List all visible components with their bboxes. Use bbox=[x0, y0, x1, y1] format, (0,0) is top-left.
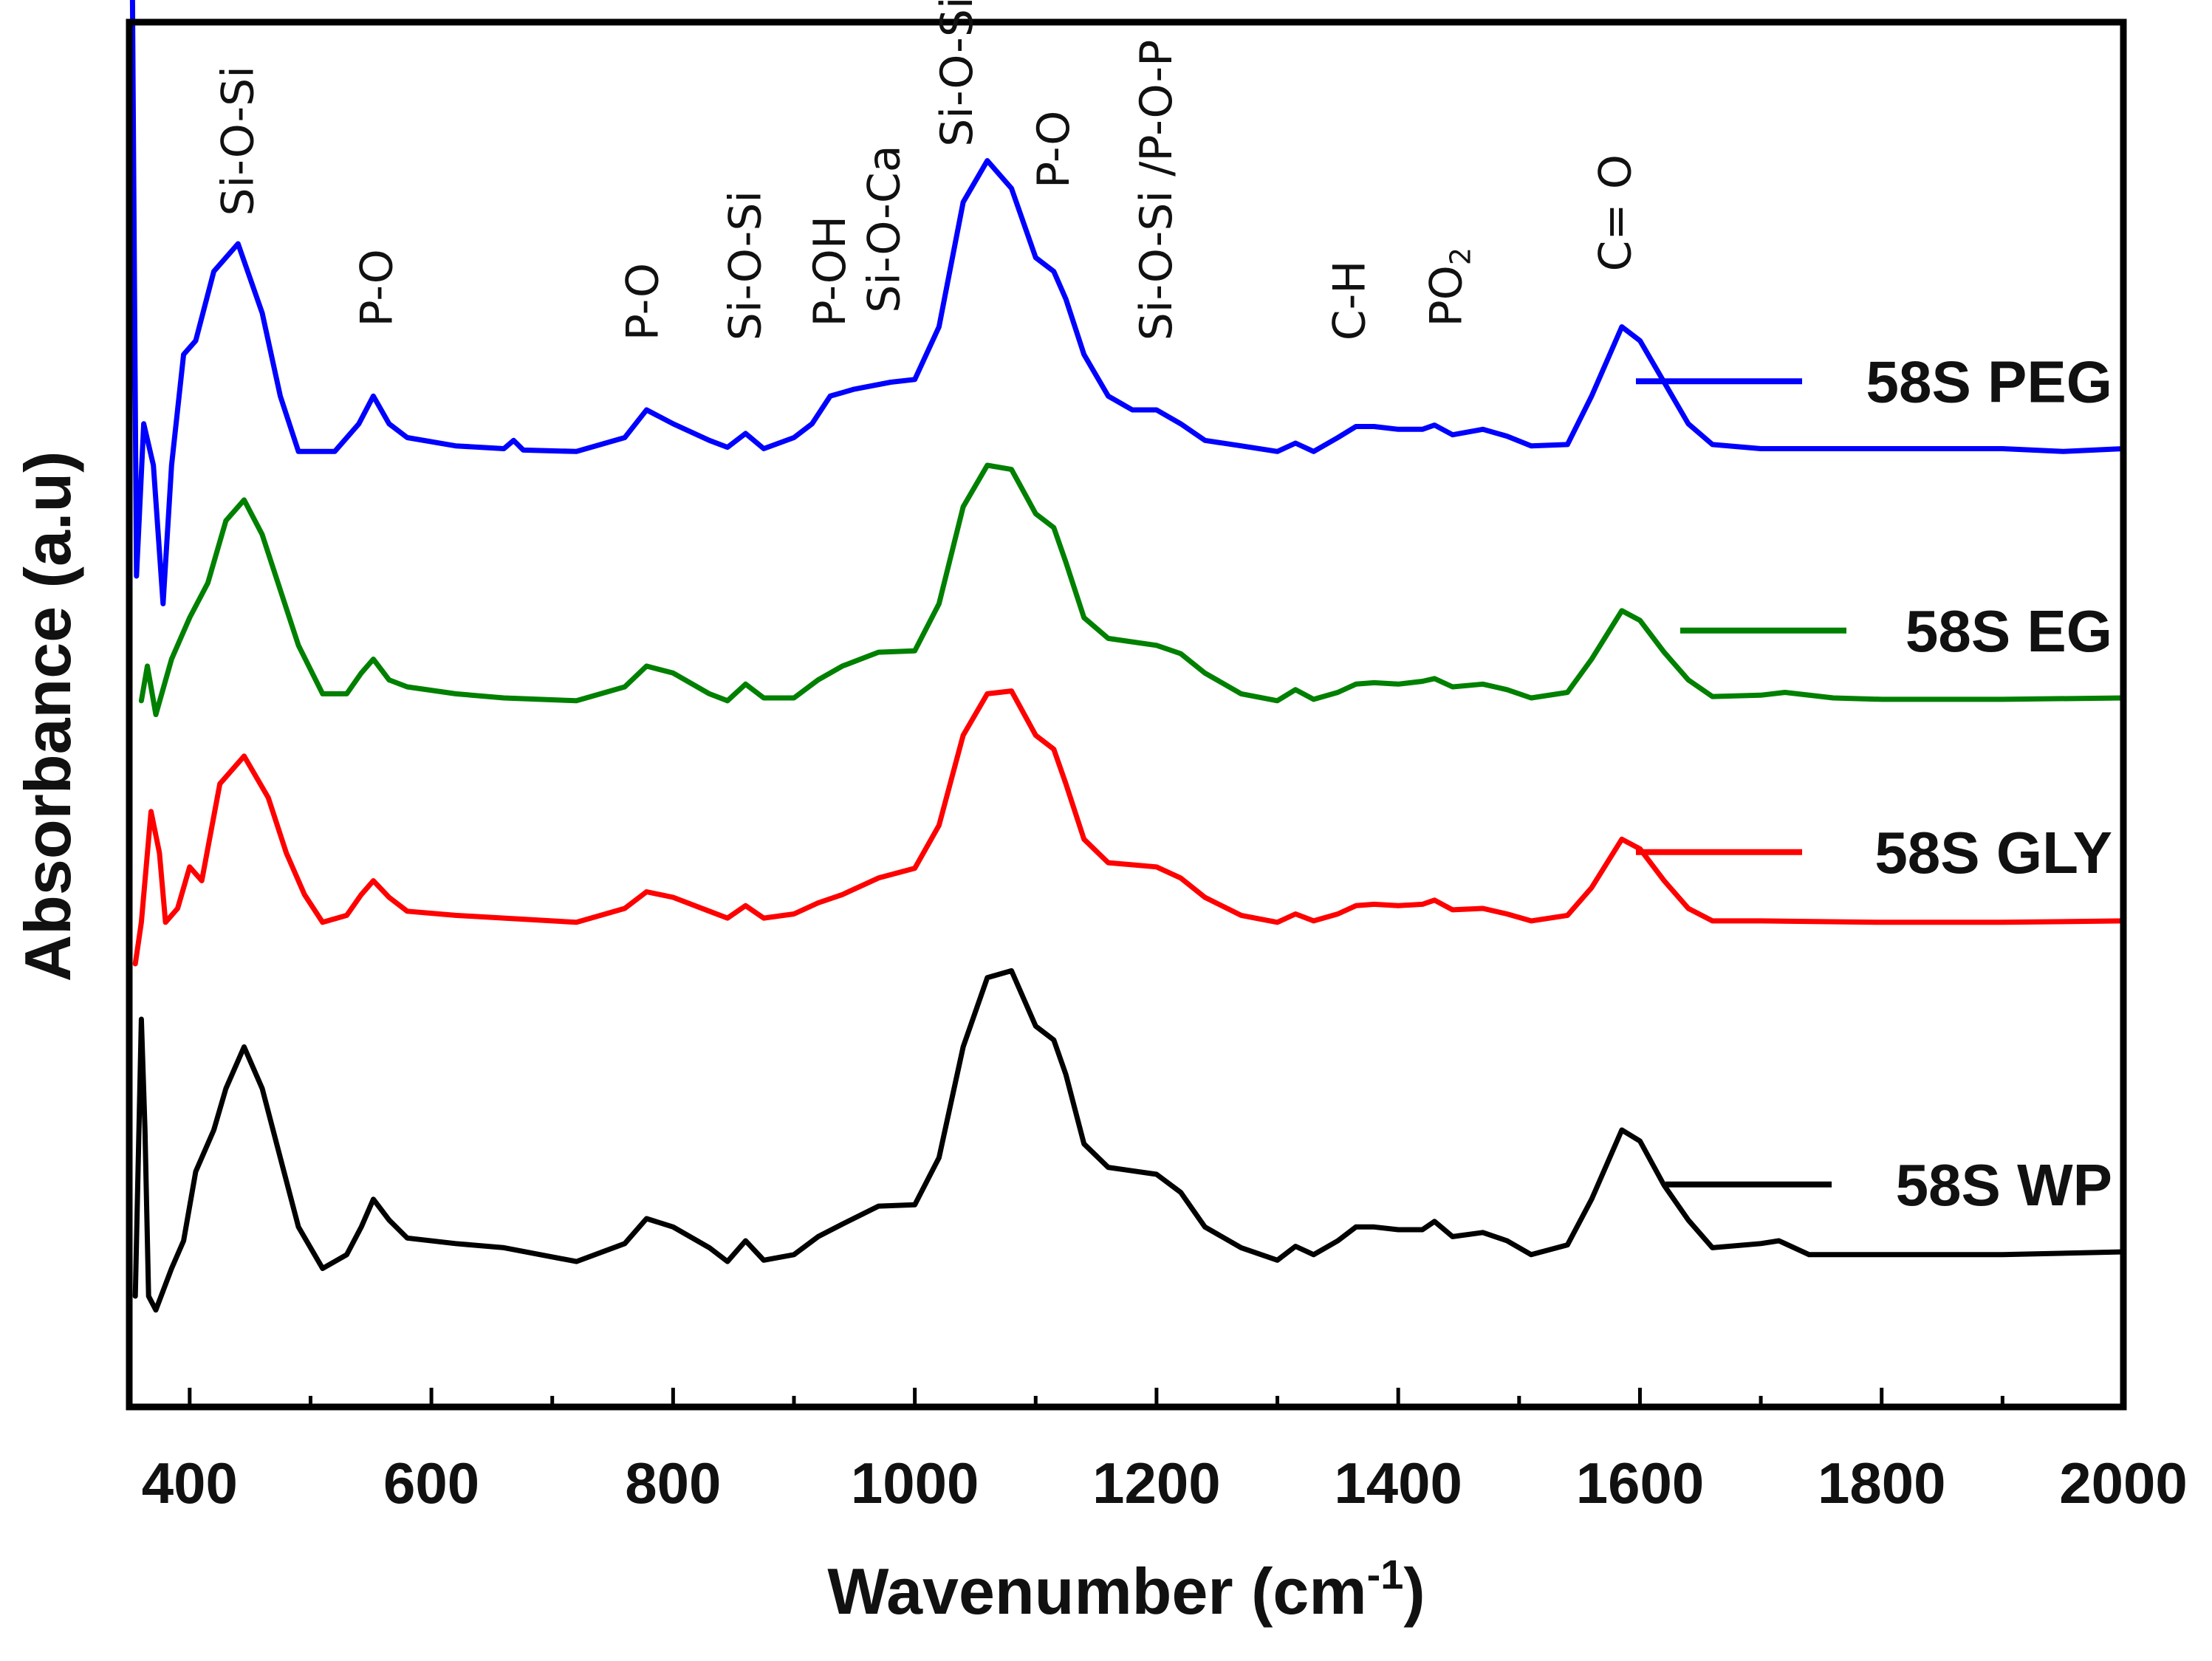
peak-annotation: C= O bbox=[1590, 154, 1642, 271]
peak-annotations: Si-O-Si P-O P-O Si-O-Si P-OH Si-O-Ca Si-O-Si P-… bbox=[212, 0, 1641, 340]
x-tick-label: 1800 bbox=[1818, 1451, 1946, 1516]
x-tick-label: 1600 bbox=[1576, 1451, 1705, 1516]
peak-annotation: PO2 bbox=[1421, 247, 1477, 327]
x-tick-label: 2000 bbox=[2059, 1451, 2188, 1516]
peak-annotation: Si-O-Si bbox=[212, 66, 264, 216]
legend-label-2: 58S GLY bbox=[1874, 820, 2112, 886]
legend-label-0: 58S PEG bbox=[1866, 349, 2112, 414]
peak-annotation: Si-O-Si bbox=[720, 191, 772, 340]
peak-annotation: Si-O-Ca bbox=[859, 145, 911, 313]
y-axis-title: Absorbance (a.u) bbox=[11, 451, 84, 982]
legend-label-1: 58S EG bbox=[1905, 598, 2112, 664]
series-line-0 bbox=[129, 0, 2126, 606]
x-tick-label: 1400 bbox=[1334, 1451, 1462, 1516]
peak-annotation: P-OH bbox=[804, 216, 856, 327]
x-axis-ticks: 400 600 800 1000 1200 1400 1600 1800 2000 bbox=[142, 1388, 2188, 1516]
peak-annotation: C-H bbox=[1324, 261, 1376, 341]
legend: 58S PEG 58S EG 58S GLY 58S WP bbox=[1636, 349, 2112, 1218]
peak-annotation: Si-O-Si /P-O-P bbox=[1131, 40, 1182, 341]
plot-frame bbox=[126, 18, 2127, 1411]
x-axis-unit: cm bbox=[1273, 1555, 1366, 1628]
x-tick-label: 1200 bbox=[1092, 1451, 1221, 1516]
x-axis-unit-exponent: -1 bbox=[1367, 1551, 1404, 1597]
x-tick-label: 800 bbox=[625, 1451, 721, 1516]
series-line-1 bbox=[138, 462, 2126, 717]
legend-label-3: 58S WP bbox=[1896, 1152, 2112, 1218]
peak-annotation: P-O bbox=[1028, 111, 1080, 188]
x-tick-label: 1000 bbox=[851, 1451, 979, 1516]
x-axis-title: Wavenumber (cm-1) bbox=[827, 1551, 1425, 1628]
series-layer bbox=[129, 0, 2126, 1313]
series-line-2 bbox=[132, 688, 2126, 967]
peak-annotation: Si-O-Si bbox=[931, 0, 983, 147]
x-tick-label: 600 bbox=[383, 1451, 479, 1516]
series-line-3 bbox=[132, 968, 2126, 1313]
peak-annotation: P-O bbox=[617, 263, 669, 340]
x-axis-title-text: Wavenumber bbox=[827, 1555, 1233, 1628]
peak-annotation: P-O bbox=[352, 249, 403, 326]
x-tick-label: 400 bbox=[142, 1451, 238, 1516]
